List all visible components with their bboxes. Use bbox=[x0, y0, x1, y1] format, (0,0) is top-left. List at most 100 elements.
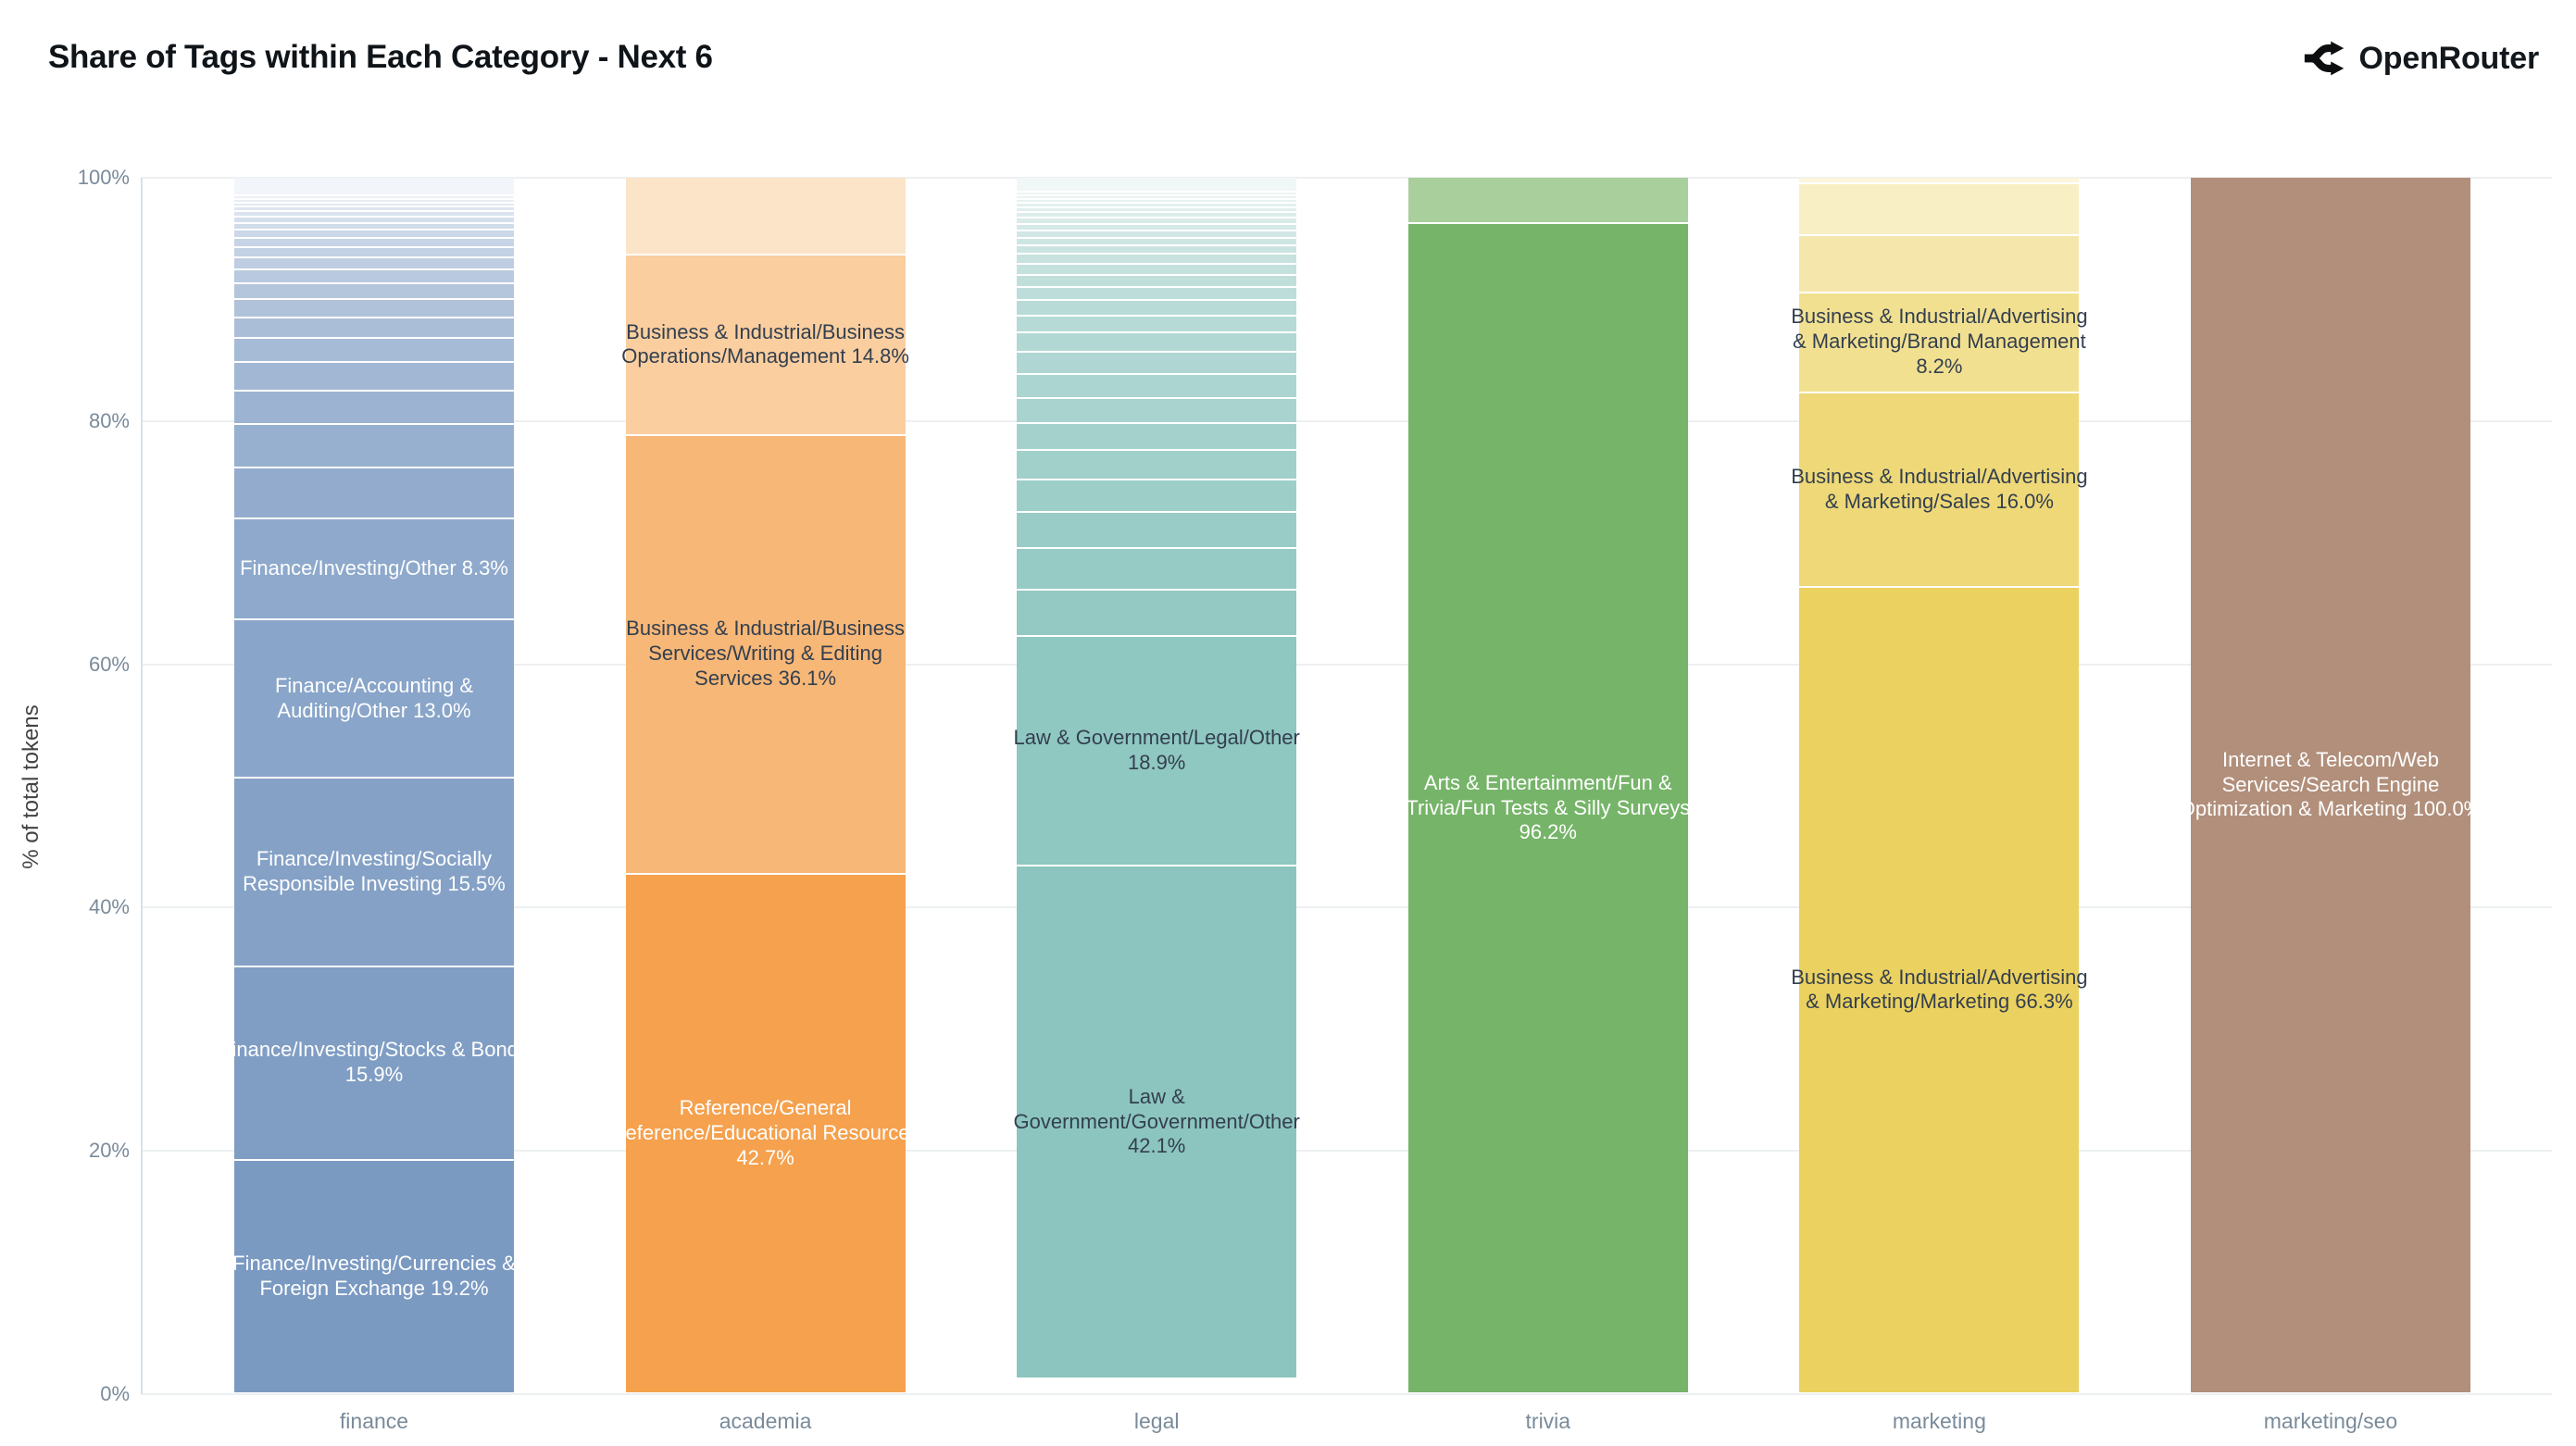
bar-segment[interactable] bbox=[1017, 353, 1297, 373]
bar-segment[interactable] bbox=[234, 391, 514, 423]
bar-segment[interactable] bbox=[1799, 183, 2080, 235]
x-tick-label-academia: academia bbox=[719, 1409, 812, 1433]
bar-segment[interactable] bbox=[1017, 549, 1297, 590]
bar-segment[interactable] bbox=[234, 468, 514, 518]
bar-segment[interactable] bbox=[1017, 224, 1297, 230]
bar-segment[interactable] bbox=[1407, 178, 1688, 222]
gridline bbox=[141, 906, 2552, 909]
bar-segment[interactable] bbox=[1017, 316, 1297, 332]
bar-segment[interactable] bbox=[1017, 333, 1297, 352]
bar-segment[interactable] bbox=[1017, 192, 1297, 194]
bar-segment[interactable] bbox=[234, 195, 514, 198]
x-tick-label-marketing-seo: marketing/seo bbox=[2263, 1409, 2398, 1433]
x-tick-label-trivia: trivia bbox=[1525, 1409, 1571, 1433]
y-tick-label: 0% bbox=[100, 1382, 130, 1405]
openrouter-logo: OpenRouter bbox=[2302, 37, 2539, 80]
bar-segment[interactable] bbox=[234, 363, 514, 390]
bar-segment[interactable] bbox=[625, 435, 906, 873]
bar-segment[interactable] bbox=[1017, 199, 1297, 203]
chart-title: Share of Tags within Each Category - Nex… bbox=[48, 39, 713, 75]
bar-segment[interactable] bbox=[1017, 178, 1297, 191]
bar-segment[interactable] bbox=[1017, 246, 1297, 254]
bar-segment[interactable] bbox=[1017, 204, 1297, 206]
bar-segment[interactable] bbox=[1017, 480, 1297, 511]
bar-segment[interactable] bbox=[1017, 255, 1297, 263]
bar-segment[interactable] bbox=[1017, 424, 1297, 449]
gridline bbox=[141, 663, 2552, 666]
bar-segment[interactable] bbox=[1017, 591, 1297, 636]
bar-marketing: Business & Industrial/Advertising & Mark… bbox=[1791, 178, 2088, 1394]
bar-segment[interactable] bbox=[1017, 275, 1297, 286]
bar-segment[interactable] bbox=[234, 231, 514, 237]
bar-segment[interactable] bbox=[1017, 374, 1297, 398]
bar-segment[interactable] bbox=[1017, 301, 1297, 315]
bar-marketing-seo: Internet & Telecom/Web Services/Search E… bbox=[2180, 178, 2482, 1394]
bar-segment[interactable] bbox=[1017, 264, 1297, 274]
x-tick-label-marketing: marketing bbox=[1892, 1409, 1986, 1433]
bar-segment[interactable] bbox=[1017, 213, 1297, 217]
bar-segment[interactable] bbox=[1017, 399, 1297, 423]
bar-trivia: Arts & Entertainment/Fun & Trivia/Fun Te… bbox=[1406, 178, 1690, 1394]
bar-segment[interactable] bbox=[234, 207, 514, 211]
gridline bbox=[141, 419, 2552, 422]
bar-segment[interactable] bbox=[234, 300, 514, 317]
bar-segment[interactable] bbox=[234, 257, 514, 268]
bar-segment[interactable] bbox=[1017, 866, 1297, 1377]
bar-segment[interactable] bbox=[234, 283, 514, 299]
bar-segment[interactable] bbox=[234, 212, 514, 217]
bar-segment[interactable] bbox=[1017, 231, 1297, 237]
bar-segment[interactable] bbox=[234, 199, 514, 202]
gridline bbox=[141, 1393, 2552, 1395]
bar-segment[interactable] bbox=[625, 178, 906, 255]
bar-legal: Law & Government/Legal/Other 18.9% Law & … bbox=[1013, 178, 1300, 1394]
bar-segment[interactable] bbox=[625, 256, 906, 434]
bar-segment[interactable] bbox=[1017, 513, 1297, 548]
bar-segment[interactable] bbox=[1017, 218, 1297, 223]
bar-segment[interactable] bbox=[1407, 223, 1688, 1392]
bar-segment[interactable] bbox=[1799, 587, 2080, 1392]
bar-segment[interactable] bbox=[234, 247, 514, 256]
bar-segment[interactable] bbox=[1799, 293, 2080, 392]
gridline bbox=[141, 1150, 2552, 1153]
bar-segment[interactable] bbox=[234, 779, 514, 966]
bar-segment[interactable] bbox=[1017, 195, 1297, 198]
bar-segment[interactable] bbox=[1017, 450, 1297, 479]
y-tick-label: 80% bbox=[88, 408, 130, 432]
bar-segment[interactable] bbox=[1799, 236, 2080, 292]
y-tick-label: 20% bbox=[88, 1139, 130, 1163]
bar-segment[interactable] bbox=[1017, 207, 1297, 212]
bar-academia: Business & Industrial/Business Operation… bbox=[611, 178, 920, 1394]
bar-segment[interactable] bbox=[625, 874, 906, 1392]
bar-segment[interactable] bbox=[234, 966, 514, 1159]
bar-segment[interactable] bbox=[234, 269, 514, 282]
bar-segment[interactable] bbox=[1017, 637, 1297, 866]
openrouter-icon bbox=[2304, 41, 2344, 76]
bar-segment[interactable] bbox=[1799, 178, 2080, 182]
bar-segment[interactable] bbox=[234, 318, 514, 338]
y-tick-label: 100% bbox=[77, 166, 130, 189]
bar-segment[interactable] bbox=[234, 424, 514, 467]
bar-segment[interactable] bbox=[234, 218, 514, 222]
y-tick-label: 60% bbox=[88, 652, 130, 676]
y-axis-line bbox=[141, 178, 143, 1394]
bar-segment[interactable] bbox=[234, 519, 514, 619]
bar-segment[interactable] bbox=[234, 1160, 514, 1392]
x-tick-label-legal: legal bbox=[1133, 1409, 1180, 1433]
gridline bbox=[141, 177, 2552, 179]
x-tick-label-finance: finance bbox=[339, 1409, 409, 1433]
bar-segment[interactable] bbox=[234, 223, 514, 230]
bar-segment[interactable] bbox=[1017, 287, 1297, 300]
openrouter-wordmark: OpenRouter bbox=[2358, 40, 2540, 76]
bar-segment[interactable] bbox=[234, 620, 514, 778]
bar-segment[interactable] bbox=[234, 178, 514, 194]
bar-finance: Finance/Investing/Other 8.3% Finance/Acco… bbox=[219, 178, 529, 1394]
bar-segment[interactable] bbox=[2191, 178, 2470, 1392]
bar-segment[interactable] bbox=[234, 203, 514, 206]
y-tick-label: 40% bbox=[88, 895, 130, 919]
bar-segment[interactable] bbox=[1799, 393, 2080, 586]
bar-segment[interactable] bbox=[234, 339, 514, 362]
bar-segment[interactable] bbox=[1017, 238, 1297, 245]
bar-segment[interactable] bbox=[234, 238, 514, 246]
